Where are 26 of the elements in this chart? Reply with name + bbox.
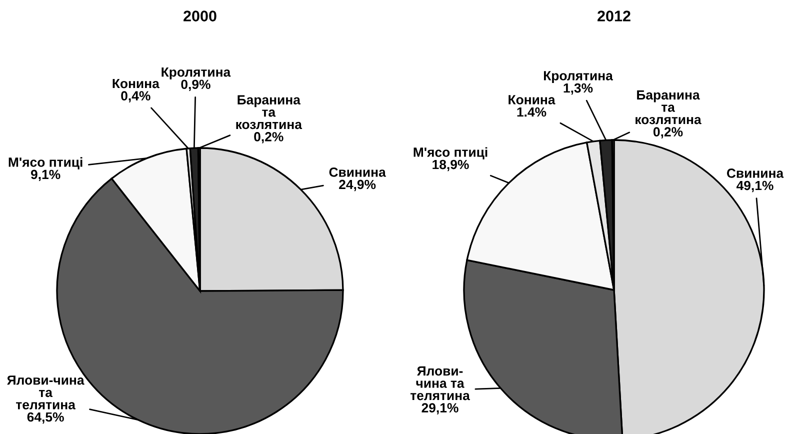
slice-label: Ялови- чина та телятина <box>410 366 470 400</box>
slice-label: Ялови-чина та телятина <box>7 376 84 410</box>
slice-label: М'ясо птиці <box>8 157 82 170</box>
data-label: 64,5% <box>27 412 64 424</box>
slice-label: Свинина <box>329 168 386 177</box>
slice-label: Конина <box>112 78 160 88</box>
data-label: 0,9% <box>181 80 210 91</box>
data-label: 29,1% <box>422 403 458 414</box>
slice-label: Кролятина <box>544 71 613 83</box>
data-label: 1,3% <box>564 83 593 95</box>
slice-label: Свинина <box>726 168 784 178</box>
data-label: 0,4% <box>121 91 150 102</box>
data-label: 9,1% <box>30 170 60 182</box>
data-label: 0,2% <box>653 127 683 138</box>
slice-label: Конина <box>508 95 556 104</box>
slice-label: Кролятина <box>162 68 231 80</box>
chart-title: 2012 <box>598 10 630 22</box>
slice-label: Баранина та козлятина <box>236 95 302 130</box>
data-label: 49,1% <box>736 180 774 192</box>
data-label: 18,9% <box>432 160 469 172</box>
data-label: 1.4% <box>517 107 546 117</box>
data-label: 0,2% <box>254 132 284 144</box>
data-label: 24,9% <box>339 180 376 192</box>
slice-label: Баранина та козлятина <box>636 90 702 124</box>
chart-title: 2000 <box>184 10 216 22</box>
slice-label: М'ясо птиці <box>414 147 488 160</box>
